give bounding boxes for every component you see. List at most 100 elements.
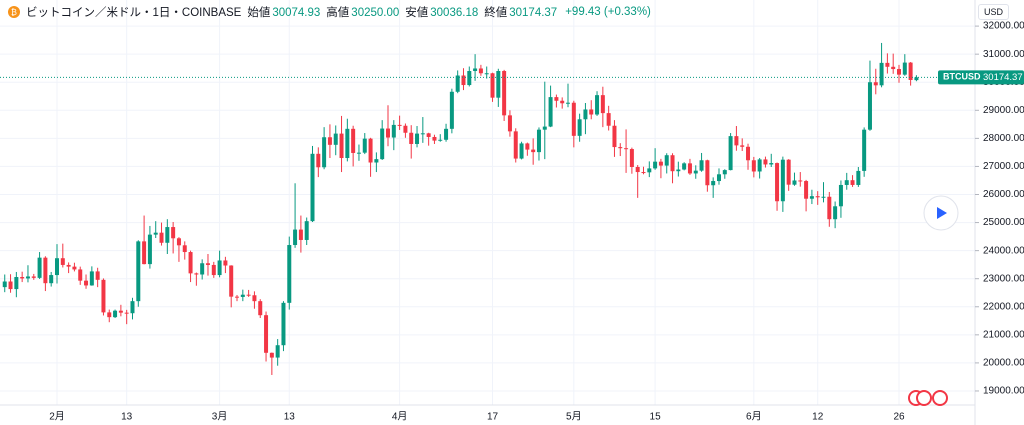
candle-body (589, 109, 594, 115)
candle-body (217, 260, 222, 276)
candle-body (914, 77, 919, 81)
y-tick-label: 32000.00 (983, 21, 1024, 32)
candle-body (165, 227, 170, 243)
candle-body (827, 196, 832, 220)
price-tag-symbol: BTCUSD (943, 72, 981, 82)
chart-title: ビットコイン／米ドル・1日・COINBASE (26, 7, 242, 19)
candle-body (798, 180, 803, 182)
symbol-header: ₿ ビットコイン／米ドル・1日・COINBASE 始値 30074.93 高値 302… (8, 4, 651, 20)
candle-body (897, 69, 901, 75)
candle-body (833, 206, 838, 220)
candle-body (838, 184, 843, 207)
price-tag-value: 30174.37 (983, 72, 1023, 83)
ohlc: 始値 30074.93 高値 30250.00 安値 30036.18 終値 30174.37 (247, 4, 557, 20)
candle-body (769, 163, 774, 165)
x-tick-label: 12 (812, 412, 824, 423)
candle-body (113, 310, 118, 318)
candle-body (548, 97, 553, 127)
candle-body (351, 128, 356, 153)
candle-body (194, 273, 199, 275)
candle-body (734, 136, 739, 146)
candle-body (205, 263, 210, 265)
event-flags[interactable] (908, 390, 948, 406)
candle-body (269, 352, 274, 358)
candle-body (310, 153, 315, 222)
candle-body (322, 137, 327, 168)
candle-body (95, 271, 100, 280)
play-icon[interactable] (937, 207, 947, 219)
ohlc-value: 30036.18 (430, 7, 479, 19)
ohlc-value: 30250.00 (351, 7, 400, 19)
candle-body (740, 145, 745, 147)
candle-body (415, 133, 420, 144)
candle-body (746, 146, 751, 161)
candle-body (252, 295, 257, 302)
candle-body (879, 62, 884, 86)
candle-body (182, 245, 187, 253)
candle-body (571, 102, 576, 136)
candle-body (345, 128, 350, 159)
candle-body (502, 71, 507, 116)
candle-body (867, 82, 872, 130)
candle-body (891, 66, 896, 70)
candle-body (374, 159, 379, 163)
candle-body (37, 257, 42, 278)
play-button[interactable] (923, 195, 959, 231)
candle-body (89, 271, 94, 286)
ohlc-value: 30174.37 (509, 7, 558, 19)
candle-body (484, 73, 489, 75)
candle-body (420, 133, 425, 135)
candle-body (780, 159, 785, 202)
candle-body (316, 153, 321, 168)
candle-body (618, 147, 623, 149)
candle-body (200, 263, 205, 275)
candle-body (496, 71, 501, 98)
candle-body (629, 149, 634, 167)
candle-body (676, 169, 681, 172)
candle-body (815, 196, 820, 198)
candle-body (856, 170, 861, 185)
candle-body (229, 265, 234, 297)
candle-body (153, 232, 158, 235)
candle-body (664, 155, 669, 166)
currency[interactable]: USD (978, 4, 1010, 20)
candle-body (566, 102, 571, 104)
candle-body (136, 241, 141, 302)
flag-icon[interactable] (932, 390, 948, 406)
candle-body (258, 301, 263, 316)
candle-body (147, 234, 152, 265)
candle-body (275, 345, 280, 358)
candle-body (693, 170, 698, 174)
candle-body (124, 312, 129, 314)
ohlc-label: 始値 (247, 7, 271, 19)
candle-body (908, 62, 913, 80)
y-tick-label: 19000.00 (983, 386, 1024, 397)
candle-body (687, 163, 692, 174)
y-tick-label: 23000.00 (983, 273, 1024, 284)
x-tick-label: 3月 (212, 411, 228, 423)
candle-body (293, 229, 298, 246)
candle-body (455, 75, 460, 92)
flag-icon[interactable] (916, 390, 932, 406)
candle-body (391, 124, 396, 138)
candle-body (682, 163, 687, 170)
candle-body (380, 128, 385, 160)
candle-body (786, 159, 791, 185)
candle-body (525, 143, 530, 150)
y-tick-label: 20000.00 (983, 358, 1024, 369)
candle-body (554, 97, 559, 101)
candle-body (478, 68, 483, 74)
candle-body (403, 125, 408, 133)
x-tick-label: 6月 (746, 411, 762, 423)
candle-body (327, 137, 332, 145)
candle-body (600, 95, 605, 114)
candle-body (118, 310, 123, 313)
y-tick-label: 29000.00 (983, 105, 1024, 116)
candle-body (670, 155, 675, 172)
candle-body (66, 264, 71, 267)
candle-body (333, 133, 338, 145)
candle-body (246, 294, 251, 296)
candle-body (432, 136, 437, 141)
